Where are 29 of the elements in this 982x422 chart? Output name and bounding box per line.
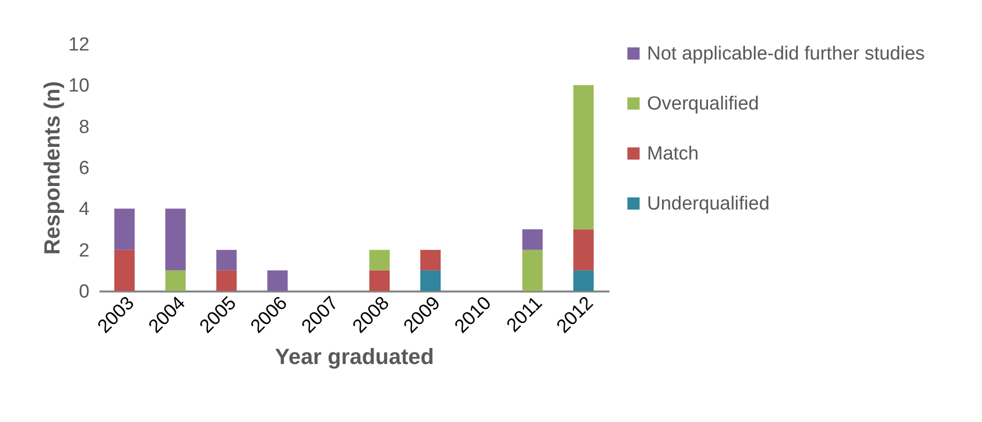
bar [369, 270, 390, 291]
legend-label: Underqualified [647, 194, 770, 214]
bar [267, 270, 288, 291]
y-tick-label: 10 [68, 76, 90, 97]
bar [420, 250, 441, 270]
y-tick-label: 2 [78, 240, 90, 262]
bar [216, 270, 237, 291]
legend-label: Match [647, 144, 699, 164]
bar [522, 229, 543, 250]
bar [522, 250, 543, 291]
bar [573, 270, 594, 291]
bar [216, 250, 237, 270]
bar [114, 208, 135, 250]
y-tick-label: 12 [68, 34, 90, 56]
legend-label: Not applicable-did further studies [647, 44, 925, 64]
bar [573, 85, 594, 230]
y-tick-label: 6 [78, 158, 90, 179]
y-axis-title: Respondents (n) [39, 81, 64, 255]
bar [114, 250, 135, 291]
bar [420, 270, 441, 291]
y-tick-label: 4 [78, 199, 90, 220]
legend-label: Overqualified [647, 94, 759, 114]
y-tick-label: 0 [78, 282, 90, 302]
bar [165, 208, 186, 270]
x-axis-title: Year graduated [275, 344, 434, 369]
bar [573, 229, 594, 270]
y-tick-label: 8 [78, 116, 90, 138]
bar [369, 250, 390, 270]
bar [165, 270, 186, 291]
